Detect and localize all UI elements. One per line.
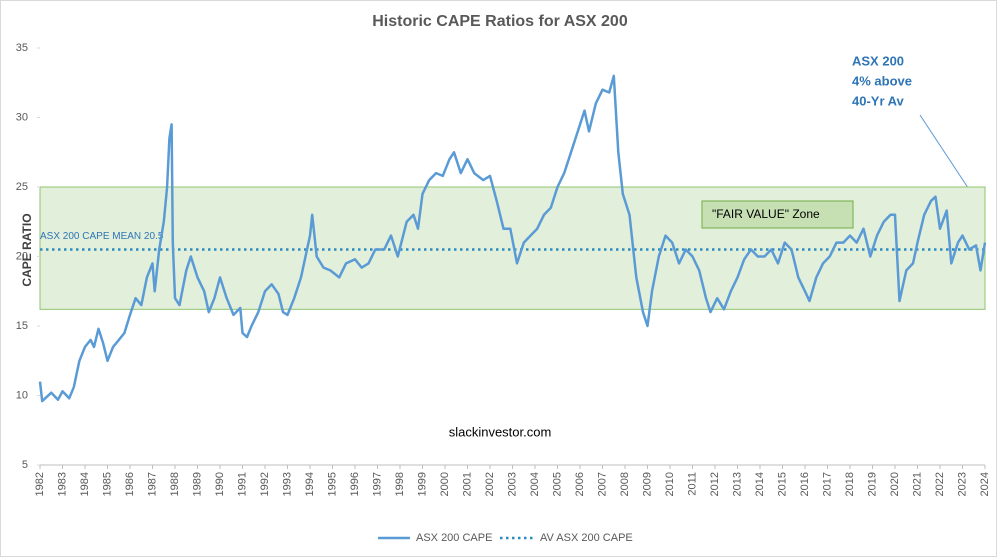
x-tick-label: 2018 [844,472,856,496]
x-tick-label: 2014 [754,472,766,496]
x-tick-label: 2016 [799,472,811,496]
x-tick-label: 1984 [79,472,91,496]
x-tick-label: 2007 [596,472,608,496]
y-tick-label: 10 [16,389,28,401]
x-tick-label: 2006 [574,472,586,496]
x-tick-label: 2001 [461,472,473,496]
x-tick-label: 2015 [776,472,788,496]
legend-label: AV ASX 200 CAPE [540,532,633,544]
x-tick-label: 1992 [259,472,271,496]
x-tick-label: 1988 [169,472,181,496]
x-tick-label: 2017 [821,472,833,496]
x-tick-label: 2013 [731,472,743,496]
annotation: 4% above [852,73,912,88]
x-tick-label: 2022 [934,472,946,496]
x-tick-label: 1987 [146,472,158,496]
x-tick-label: 2005 [551,472,563,496]
annotation: ASX 200 [852,53,904,68]
x-tick-label: 1989 [191,472,203,496]
band-label-box [701,200,854,229]
x-tick-label: 1999 [416,472,428,496]
x-tick-label: 2010 [664,472,676,496]
band-label: "FAIR VALUE" Zone [712,207,820,221]
data-line [38,74,987,403]
y-tick-label: 20 [16,250,28,262]
y-tick-label: 15 [16,320,28,332]
x-tick-label: 2009 [641,472,653,496]
y-tick-label: 30 [16,111,28,123]
x-tick-label: 2023 [956,472,968,496]
y-tick-label: 5 [22,459,28,471]
x-tick-label: 1995 [326,472,338,496]
y-axis-label: CAPE RATIO [20,213,34,286]
chart-title: Historic CAPE Ratios for ASX 200 [372,13,628,30]
x-tick-label: 1993 [281,472,293,496]
x-tick-label: 2008 [619,472,631,496]
x-tick-label: 2019 [866,472,878,496]
fair-value-band [39,186,986,310]
x-tick-label: 2020 [889,472,901,496]
x-tick-label: 1983 [56,472,68,496]
annotation: 40-Yr Av [852,93,905,108]
y-tick-label: 35 [16,42,28,54]
x-tick-label: 2000 [439,472,451,496]
x-tick-label: 1990 [214,472,226,496]
x-tick-label: 1986 [124,472,136,496]
x-tick-label: 1994 [304,472,316,496]
x-tick-label: 2003 [506,472,518,496]
x-tick-label: 2002 [484,472,496,496]
x-tick-label: 2004 [529,472,541,496]
x-tick-label: 1982 [34,472,46,496]
watermark: slackinvestor.com [449,424,552,439]
y-tick-label: 25 [16,181,28,193]
x-tick-label: 1997 [371,472,383,496]
x-tick-label: 2012 [709,472,721,496]
mean-label: ASX 200 CAPE MEAN 20.5 [40,231,164,242]
x-tick-label: 1991 [236,472,248,496]
x-tick-label: 1996 [349,472,361,496]
x-tick-label: 1998 [394,472,406,496]
x-tick-label: 1985 [101,472,113,496]
x-tick-label: 2021 [911,472,923,496]
x-tick-label: 2011 [686,472,698,496]
legend-label: ASX 200 CAPE [416,532,492,544]
x-tick-label: 2024 [979,472,991,496]
